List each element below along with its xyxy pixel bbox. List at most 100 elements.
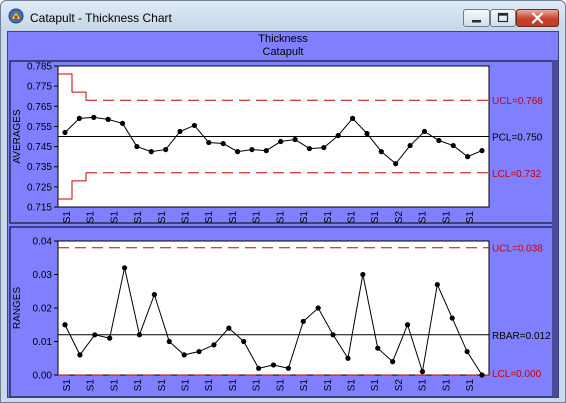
chart-ranges-data-point <box>107 335 113 341</box>
chart-ranges-x-tick-label: S1 <box>109 379 120 392</box>
chart-averages-lcl-step <box>58 172 87 200</box>
chart-averages-ucl-label: UCL=0.768 <box>492 96 543 107</box>
chart-title: Thickness <box>258 33 308 45</box>
chart-averages-x-tick-label: S2 <box>394 211 405 224</box>
chart-ranges-x-tick-label: S1 <box>323 379 334 392</box>
chart-averages-data-point <box>479 148 485 154</box>
chart-averages-data-point <box>436 137 442 144</box>
chart-ranges-data-point <box>270 362 277 368</box>
chart-ranges-x-tick-label: S1 <box>441 379 452 392</box>
chart-ranges-x-tick-label: S1 <box>181 379 192 392</box>
chart-averages-data-point <box>292 136 298 143</box>
chart-averages-x-tick-label: S1 <box>323 211 334 224</box>
chart-averages-x-tick-label: S1 <box>181 211 192 224</box>
chart-averages-lcl-label: LCL=0.732 <box>492 169 542 180</box>
chart-ranges-data-point <box>121 265 128 271</box>
minimize-button[interactable] <box>463 9 490 27</box>
chart-ranges-data-point <box>92 332 98 338</box>
chart-averages-data-point <box>335 132 341 139</box>
catapult-app-icon[interactable] <box>8 8 24 24</box>
chart-averages-y-axis-label: AVERAGES <box>12 109 23 164</box>
chart-averages-y-tick-label: 0.755 <box>27 122 52 133</box>
vertical-scrollbar[interactable] <box>552 60 558 397</box>
chart-ranges-center-label: RBAR=0.012 <box>492 331 551 342</box>
chart-ranges-data-point <box>330 332 336 338</box>
chart-ranges-x-tick-label: S1 <box>370 379 381 392</box>
chart-averages-data-point <box>177 128 183 135</box>
chart-averages-center-label: PCL=0.750 <box>492 133 543 144</box>
chart-ranges-data-point <box>360 271 366 278</box>
chart-ranges-x-tick-label: S1 <box>275 379 286 392</box>
chart-averages-data-point <box>234 149 241 155</box>
chart-averages-data-point <box>306 145 313 152</box>
chart-ranges-y-axis-label: RANGES <box>12 287 23 330</box>
chart-averages-data-point <box>450 142 456 149</box>
title-bar[interactable]: Catapult - Thickness Chart <box>1 1 565 31</box>
chart-averages-data-point <box>421 128 428 135</box>
chart-averages-x-tick-label: S1 <box>441 211 452 224</box>
chart-ranges-lcl-label: LCL=0.000 <box>492 369 542 380</box>
chart-averages-x-tick-label: S1 <box>275 211 286 224</box>
chart-ranges-data-point <box>77 352 83 358</box>
chart-ranges-data-point <box>181 352 187 358</box>
chart-averages-x-tick-label: S1 <box>62 211 73 224</box>
chart-averages-data-point <box>163 146 169 153</box>
chart-averages-y-tick-label: 0.785 <box>27 62 52 73</box>
chart-averages-data-point <box>465 154 471 160</box>
chart-ranges-data-point <box>136 332 143 338</box>
chart-ranges-x-tick-label: S1 <box>86 379 97 392</box>
maximize-button[interactable] <box>490 9 516 27</box>
chart-averages-data-point <box>148 149 154 155</box>
chart-ranges-x-tick-label: S1 <box>252 379 263 392</box>
chart-averages-x-tick-label: S1 <box>157 211 168 224</box>
chart-averages-data-point <box>76 115 82 121</box>
chart-ranges-y-tick-label: 0.02 <box>33 304 53 315</box>
chart-ranges-data-point <box>434 281 440 288</box>
chart-ranges-data-point <box>419 369 426 375</box>
chart-averages-series-line <box>64 116 483 165</box>
chart-averages-data-point <box>191 122 198 129</box>
chart-averages-data-point <box>134 143 140 150</box>
chart-averages-x-tick-label: S1 <box>133 211 144 224</box>
chart-ranges-data-point <box>315 305 321 311</box>
chart-ranges-data-point <box>300 318 306 324</box>
chart-averages-data-point <box>105 116 111 122</box>
chart-ranges-data-point <box>345 355 351 361</box>
chart-subtitle: Catapult <box>262 46 304 58</box>
chart-averages-x-tick-label: S1 <box>418 211 429 224</box>
chart-ranges-x-tick-label: S1 <box>204 379 215 392</box>
chart-averages-data-point <box>278 138 284 145</box>
chart-ranges-data-point <box>256 365 262 371</box>
chart-ranges-data-point <box>390 359 396 365</box>
chart-ranges-x-tick-label: S1 <box>228 379 239 392</box>
chart-averages-data-point <box>91 114 97 120</box>
chart-ranges-data-point <box>479 372 485 378</box>
chart-averages-y-tick-label: 0.765 <box>27 102 52 113</box>
chart-averages-data-point <box>349 115 356 121</box>
chart-ranges-data-point <box>404 322 411 328</box>
chart-ranges-x-tick-label: S1 <box>346 379 357 392</box>
chart-averages-y-tick-label: 0.735 <box>27 162 52 173</box>
close-icon <box>531 12 544 24</box>
chart-ranges-y-tick-label: 0.00 <box>33 371 53 382</box>
window-title: Catapult - Thickness Chart <box>30 11 172 25</box>
chart-averages-data-point <box>378 149 384 155</box>
chart-averages-x-tick-label: S1 <box>228 211 239 224</box>
chart-ranges-data-point <box>464 348 470 355</box>
chart-averages-y-tick-label: 0.745 <box>27 142 52 153</box>
chart-ranges-x-tick-label: S1 <box>133 379 144 392</box>
chart-ranges-data-point <box>375 345 381 351</box>
chart-averages-y-tick-label: 0.775 <box>27 82 52 93</box>
close-button[interactable] <box>516 9 559 27</box>
control-charts: AVERAGES 0.785 0.775 0.765 0.755 0.745 0.735 0.… <box>9 60 555 397</box>
chart-averages-data-point <box>206 139 212 146</box>
chart-averages-data-point <box>119 120 126 127</box>
chart-ranges-x-tick-label: S2 <box>394 379 405 392</box>
chart-ranges-data-point <box>226 325 232 331</box>
chart-averages-x-tick-label: S1 <box>346 211 357 224</box>
chart-ranges-x-tick-label: S1 <box>418 379 429 392</box>
chart-ranges-x-tick-label: S1 <box>157 379 168 392</box>
chart-averages-data-point <box>263 148 269 154</box>
chart-averages-y-tick-label: 0.725 <box>27 182 52 193</box>
chart-averages-x-tick-label: S1 <box>299 211 310 224</box>
